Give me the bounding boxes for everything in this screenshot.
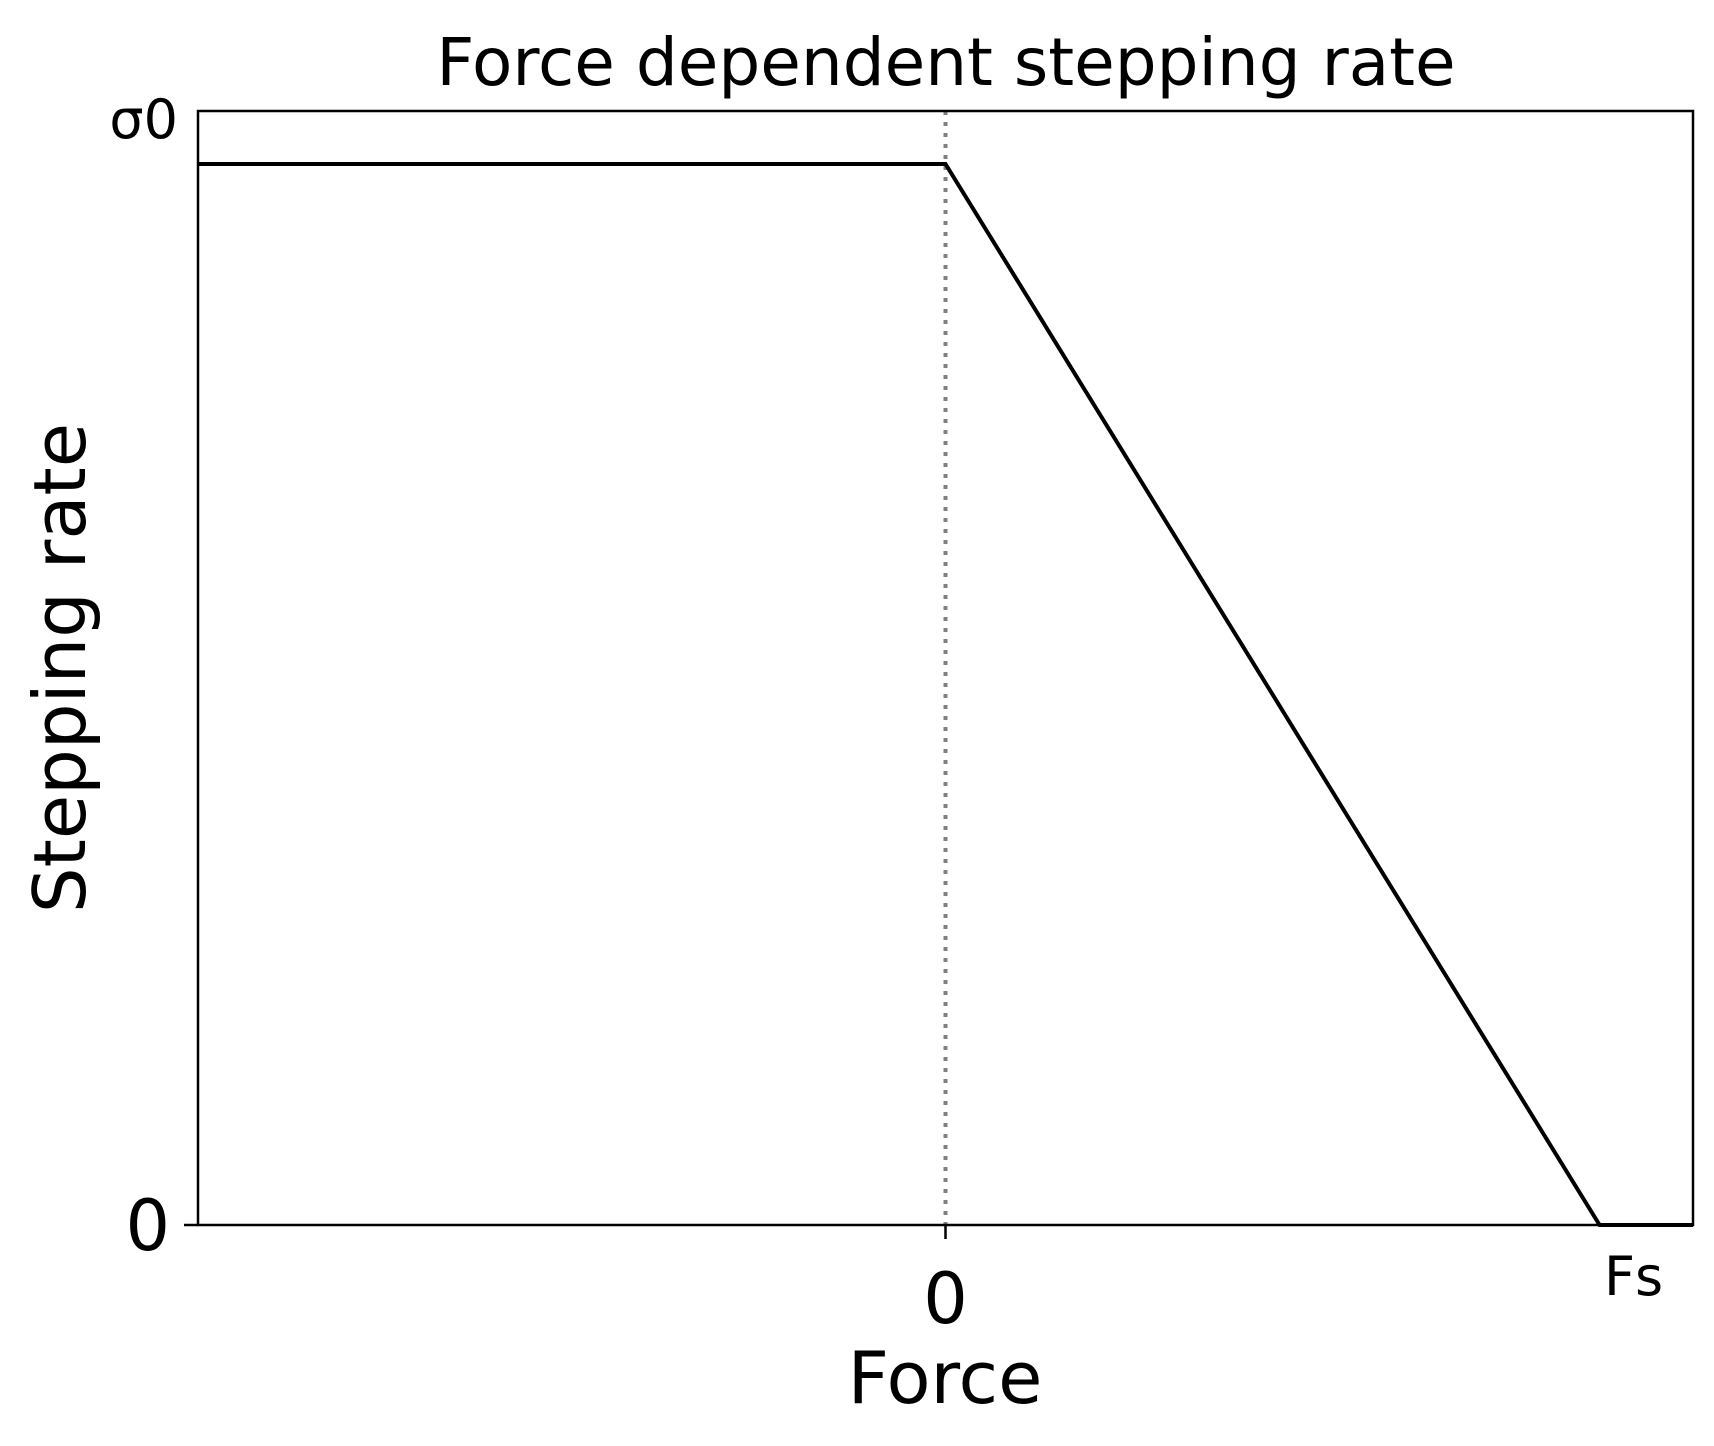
y-tick-label: σ0 [109, 88, 178, 151]
x-tick-label: Fs [1604, 1245, 1663, 1308]
tick-layer: 0 Fs 0 σ0 [109, 88, 1663, 1340]
y-tick-label: 0 [125, 1185, 170, 1267]
chart-title: Force dependent stepping rate [436, 24, 1455, 101]
y-axis-label: Stepping rate [18, 423, 102, 913]
x-tick-label: 0 [923, 1258, 968, 1340]
plot-layer [198, 111, 1693, 1227]
x-axis-label: Force [848, 1336, 1043, 1420]
